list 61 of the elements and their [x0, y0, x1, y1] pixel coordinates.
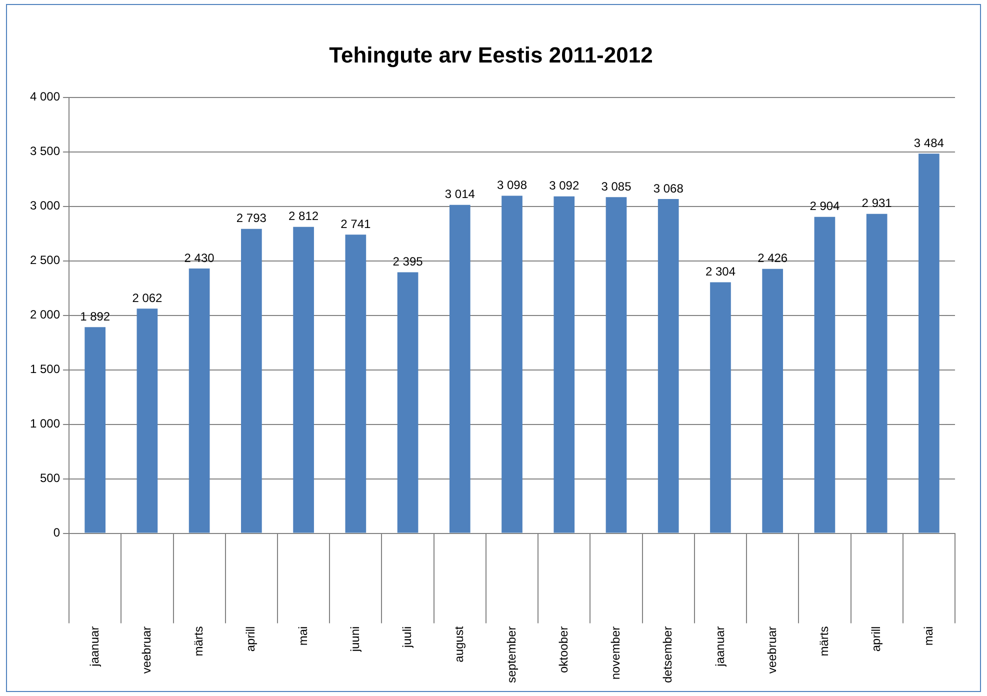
- x-tick-label: november: [608, 626, 623, 680]
- bar: [345, 234, 366, 533]
- chart-title: Tehingute arv Eestis 2011-2012: [329, 42, 653, 68]
- x-tick-label: jaanuar: [87, 626, 102, 668]
- data-label: 2 812: [288, 209, 319, 224]
- bar: [658, 198, 679, 533]
- data-label: 3 014: [444, 187, 476, 202]
- x-tick-label: mai: [296, 626, 310, 646]
- bar: [84, 327, 106, 533]
- x-tick-label: juuli: [400, 626, 414, 649]
- data-label: 2 741: [340, 216, 372, 231]
- y-tick-label: 3 500: [30, 144, 60, 158]
- data-label: 2 395: [392, 254, 424, 269]
- y-tick-label: 1 500: [30, 362, 60, 376]
- data-label: 3 092: [549, 178, 580, 193]
- x-tick-label: aprill: [869, 626, 884, 652]
- bar: [866, 214, 888, 533]
- data-label: 1 892: [80, 309, 110, 324]
- data-label: 2 904: [810, 199, 840, 214]
- bar: [710, 282, 731, 533]
- bar: [241, 228, 262, 533]
- data-label: 3 085: [601, 179, 632, 194]
- data-label: 2 793: [236, 211, 267, 226]
- x-tick-label: september: [504, 626, 518, 684]
- y-tick-label: 1 000: [30, 416, 60, 431]
- data-label: 3 098: [497, 178, 528, 192]
- bar: [293, 226, 314, 533]
- y-tick-label: 4 000: [30, 90, 60, 104]
- y-tick-label: 3 000: [30, 198, 60, 213]
- bar: [502, 196, 522, 533]
- bar: [814, 216, 836, 533]
- y-tick-label: 2 500: [30, 253, 60, 268]
- bar: [136, 308, 158, 533]
- x-tick-label: august: [452, 626, 466, 662]
- x-tick-label: detsember: [660, 626, 675, 684]
- data-label: 3 484: [914, 136, 944, 150]
- bar: [918, 154, 940, 533]
- bar: [606, 197, 627, 533]
- x-tick-label: mai: [921, 626, 936, 646]
- x-tick-label: märts: [817, 626, 832, 656]
- y-tick-label: 500: [40, 471, 60, 486]
- data-label: 2 304: [705, 264, 736, 279]
- x-tick-label: märts: [192, 626, 206, 656]
- bar: [449, 204, 470, 533]
- x-tick-label: veebruar: [140, 626, 154, 674]
- bar: [188, 268, 210, 533]
- data-label: 2 426: [758, 251, 788, 266]
- y-tick-label: 0: [53, 526, 60, 540]
- x-tick-label: oktoober: [556, 626, 570, 674]
- x-tick-label: jaanuar: [712, 626, 727, 668]
- data-label: 2 062: [132, 290, 163, 305]
- data-label: 2 430: [184, 250, 215, 265]
- x-tick-label: aprill: [244, 626, 258, 652]
- data-label: 2 931: [862, 196, 892, 210]
- y-tick-label: 2 000: [30, 308, 60, 322]
- x-tick-label: juuni: [348, 626, 362, 653]
- bar: [397, 272, 418, 533]
- bar: [554, 196, 575, 533]
- data-label: 3 068: [653, 181, 684, 196]
- bar: [762, 268, 784, 533]
- x-tick-label: veebruar: [764, 626, 779, 674]
